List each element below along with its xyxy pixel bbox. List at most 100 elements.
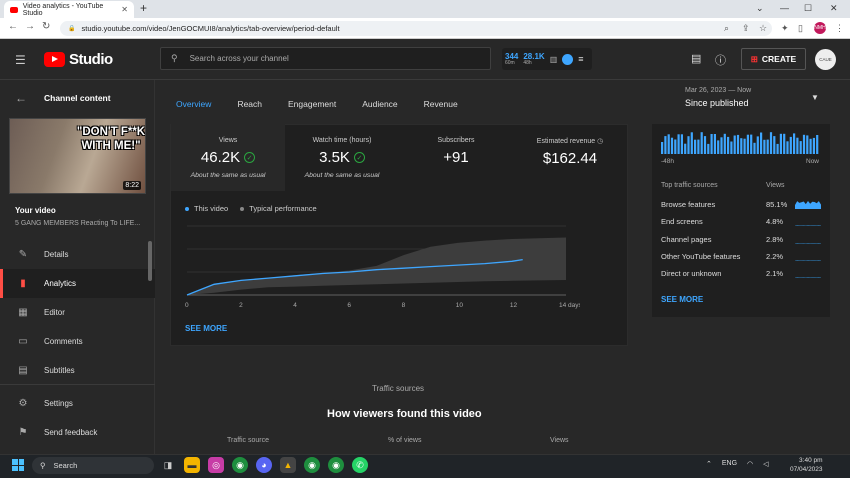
tab-audience[interactable]: Audience (362, 99, 398, 109)
sidebar-item-settings[interactable]: ⚙ Settings (0, 389, 155, 418)
traffic-mini-chart (795, 225, 821, 226)
sidebar-item-send-feedback[interactable]: ⚑ Send feedback (0, 418, 155, 447)
sidebar-item-comments[interactable]: ▭ Comments (0, 327, 155, 356)
metric-label-row: Estimated revenue ◷ (537, 137, 603, 145)
realtime-widget[interactable]: 344 60m 28.1K 48h ▥ ≡ (502, 48, 592, 70)
browser-profile-avatar[interactable]: NMH (814, 22, 826, 34)
traffic-row[interactable]: Browse features 85.1% (661, 200, 823, 217)
star-icon[interactable]: ☆ (759, 23, 768, 33)
views-chart[interactable]: 030.0K60.0K90.0K02468101214 days (180, 218, 580, 314)
sidebar-item-analytics[interactable]: ▮ Analytics (0, 269, 155, 298)
app-icon[interactable]: ▲ (280, 457, 296, 473)
extensions-icon[interactable]: ✦ (781, 23, 789, 33)
back-arrow-icon[interactable]: ← (15, 91, 27, 105)
channel-avatar[interactable]: CAUE (815, 49, 836, 70)
typical-performance-band (187, 237, 566, 295)
share-icon[interactable]: ⇪ (742, 23, 750, 33)
traffic-source-pct: 2.8% (766, 235, 784, 244)
create-label: CREATE (761, 54, 797, 64)
browser-tab-strip (0, 0, 850, 18)
sparkline-bar (802, 134, 806, 154)
sidebar-item-editor[interactable]: ▦ Editor (0, 298, 155, 327)
instagram-icon[interactable]: ◎ (208, 457, 224, 473)
see-more-traffic-link[interactable]: SEE MORE (661, 295, 704, 304)
help-icon[interactable]: ⓘ (715, 55, 726, 67)
sparkline-bar (746, 134, 749, 154)
realtime-sparkline[interactable] (660, 130, 825, 156)
back-icon[interactable]: ← (8, 21, 18, 32)
x-tick-label: 14 days (559, 302, 580, 309)
close-tab-icon[interactable]: ✕ (121, 5, 128, 14)
section-heading: How viewers found this video (327, 408, 482, 420)
channel-content-title[interactable]: Channel content (44, 93, 111, 103)
discord-icon[interactable]: ◕ (256, 457, 272, 473)
search-input[interactable]: ⚲ Search across your channel (160, 47, 491, 70)
tab-engagement[interactable]: Engagement (288, 99, 337, 109)
sparkline-bar (793, 133, 796, 154)
browser-tab[interactable]: Video analytics - YouTube Studio ✕ (4, 1, 134, 18)
maximize-icon[interactable]: ☐ (804, 3, 813, 13)
traffic-source-pct: 85.1% (766, 200, 788, 209)
chrome-profile-icon[interactable]: ◉ (304, 457, 320, 473)
analytics-icon: ▮ (20, 278, 26, 289)
sidebar-scrollbar[interactable] (148, 241, 152, 281)
sparkline-bar (727, 136, 730, 154)
traffic-row[interactable]: Channel pages 2.8% (661, 235, 823, 252)
task-view-icon[interactable]: ◨ (163, 459, 173, 470)
menu-lines-icon[interactable]: ≡ (578, 54, 584, 64)
sidebar-item-subtitles[interactable]: ▤ Subtitles (0, 356, 155, 385)
kebab-menu-icon[interactable]: ⋮ (835, 23, 844, 33)
dropdown-caret-icon: ▼ (811, 93, 819, 102)
sparkline-bar (733, 135, 736, 154)
chrome-active-icon[interactable]: ◉ (328, 457, 344, 473)
see-more-link[interactable]: SEE MORE (185, 324, 228, 333)
sparkline-bar (664, 136, 667, 154)
realtime-panel (652, 124, 830, 317)
search-icon: ⚲ (171, 53, 178, 63)
windows-start-icon[interactable] (12, 459, 24, 471)
video-thumbnail[interactable]: "DON'T F**K WITH ME!" 8:22 (9, 118, 146, 194)
sparkline-bar (687, 136, 690, 154)
traffic-mini-chart-area (795, 277, 821, 278)
search-page-icon[interactable]: ⌕ (724, 23, 730, 33)
sidebar-item-details[interactable]: ✎ Details (0, 240, 155, 269)
messages-icon[interactable]: ▤ (691, 53, 702, 65)
sidebar-item-label: Editor (44, 308, 65, 317)
traffic-row[interactable]: Other YouTube features 2.2% (661, 252, 823, 269)
sidepanel-icon[interactable]: ▯ (798, 23, 803, 33)
close-window-icon[interactable]: ✕ (830, 3, 838, 13)
metric-estimated-revenue[interactable]: Estimated revenue ◷ $162.44 (513, 124, 627, 191)
volume-icon[interactable]: ◁ (763, 461, 769, 468)
create-button[interactable]: ⊞ CREATE (741, 48, 806, 70)
file-explorer-icon[interactable]: ▬ (184, 457, 200, 473)
realtime-60m-label: 60m (505, 59, 515, 66)
tab-reach[interactable]: Reach (237, 99, 263, 109)
chevron-up-icon[interactable]: ⌃ (706, 461, 712, 468)
period-selector[interactable]: Mar 26, 2023 — Now Since published ▼ (685, 87, 819, 108)
whatsapp-icon[interactable]: ✆ (352, 457, 368, 473)
metric-views[interactable]: Views 46.2K ✓ About the same as usual (171, 124, 285, 191)
metric-value-row: 3.5K ✓ (319, 149, 365, 166)
chevron-down-icon[interactable]: ⌄ (756, 3, 764, 13)
col-header-pct: % of views (388, 437, 422, 444)
tab-overview[interactable]: Overview (176, 99, 212, 109)
tab-revenue[interactable]: Revenue (423, 99, 458, 109)
traffic-row[interactable]: Direct or unknown 2.1% (661, 269, 823, 286)
metric-subscribers[interactable]: Subscribers +91 (399, 124, 513, 191)
studio-logo[interactable]: Studio (44, 51, 113, 68)
metric-watch-time[interactable]: Watch time (hours) 3.5K ✓ About the same … (285, 124, 399, 191)
legend-typical: Typical performance (240, 204, 317, 213)
sparkline-bar (670, 137, 674, 154)
hamburger-menu-icon[interactable]: ☰ (15, 53, 26, 67)
new-tab-icon[interactable]: + (140, 1, 148, 15)
traffic-row[interactable]: End screens 4.8% (661, 217, 823, 234)
wifi-icon[interactable]: ◠ (747, 461, 754, 468)
reload-icon[interactable]: ↻ (42, 21, 51, 32)
taskbar-clock[interactable]: 3:40 pm 07/04/2023 (790, 456, 823, 474)
taskbar-search[interactable]: ⚲ Search (32, 457, 154, 474)
chrome-icon[interactable]: ◉ (232, 457, 248, 473)
url-field[interactable]: 🔒 studio.youtube.com/video/JenGOCMUI8/an… (60, 21, 772, 36)
minimize-icon[interactable]: — (780, 3, 789, 13)
forward-icon[interactable]: → (25, 21, 35, 32)
language-indicator[interactable]: ENG (721, 460, 738, 467)
